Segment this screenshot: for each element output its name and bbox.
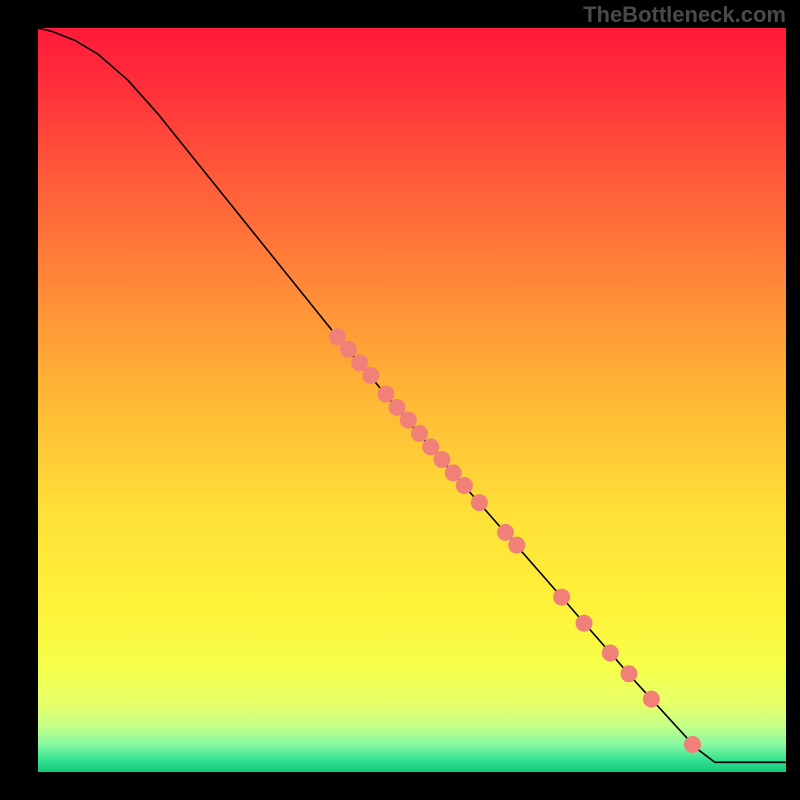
watermark-label: TheBottleneck.com <box>583 2 786 28</box>
chart-container: TheBottleneck.com <box>0 0 800 800</box>
plot-area <box>38 28 786 772</box>
gradient-background <box>38 28 786 772</box>
